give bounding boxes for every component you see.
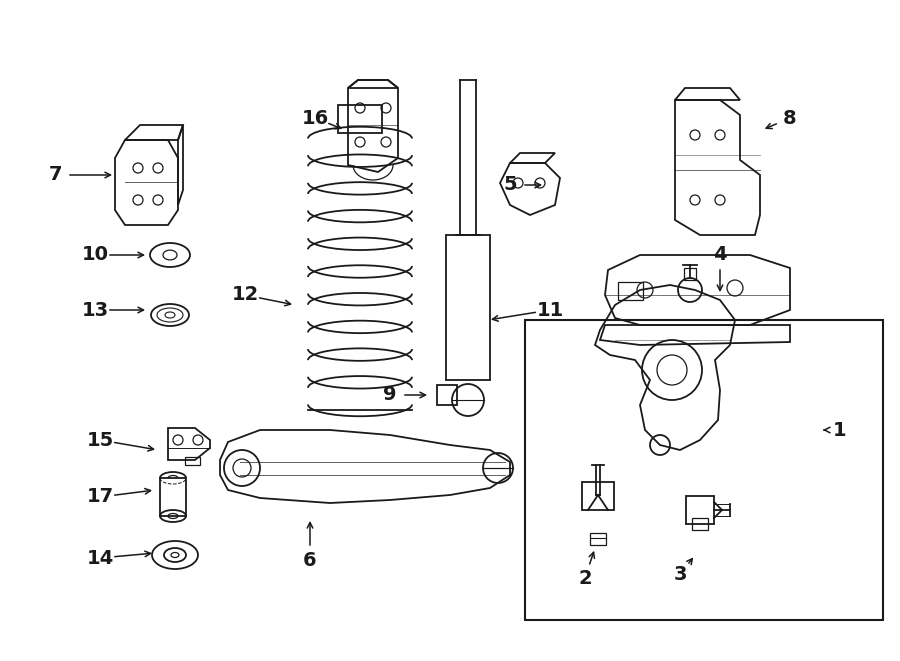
Text: 7: 7 (49, 165, 62, 184)
Bar (437, 385, 457, 405)
Text: 14: 14 (86, 549, 113, 568)
Bar (684, 268, 696, 280)
Text: 1: 1 (833, 420, 847, 440)
Bar (590, 533, 606, 545)
Bar (686, 496, 714, 524)
Text: 12: 12 (231, 286, 258, 305)
Bar (618, 282, 643, 300)
Text: 11: 11 (536, 301, 563, 319)
Text: 2: 2 (578, 568, 592, 588)
Bar (446, 235, 490, 380)
Text: 4: 4 (713, 245, 727, 264)
Text: 3: 3 (673, 566, 687, 584)
Bar (338, 105, 382, 133)
Text: 5: 5 (503, 176, 517, 194)
Text: 13: 13 (81, 301, 109, 319)
Text: 6: 6 (303, 551, 317, 570)
Bar (692, 518, 708, 530)
Text: 17: 17 (86, 488, 113, 506)
Text: 16: 16 (302, 108, 328, 128)
Bar (185, 457, 200, 465)
Text: 10: 10 (82, 245, 109, 264)
Text: 8: 8 (783, 108, 796, 128)
Bar (582, 482, 614, 510)
Text: 15: 15 (86, 430, 113, 449)
Text: 9: 9 (383, 385, 397, 405)
Bar (160, 478, 186, 516)
Bar (525, 320, 883, 620)
